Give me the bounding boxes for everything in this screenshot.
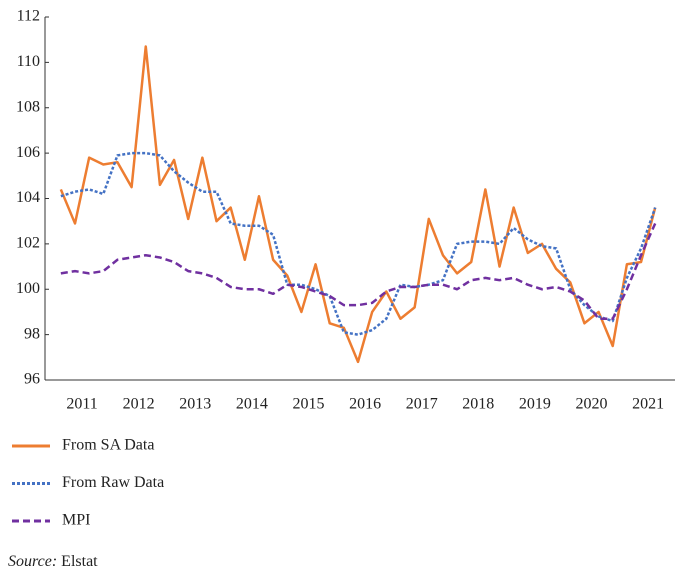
y-tick-label: 112 — [17, 8, 40, 25]
source-label: Source: — [8, 553, 57, 570]
series-line — [60, 151, 657, 336]
x-tick-label: 2017 — [406, 396, 438, 413]
x-tick-label: 2011 — [66, 396, 97, 413]
x-tick-label: 2021 — [632, 396, 664, 413]
y-tick-label: 104 — [16, 189, 40, 206]
y-tick-label: 100 — [16, 280, 40, 297]
x-tick-label: 2018 — [462, 396, 494, 413]
series-line — [60, 222, 657, 320]
x-tick-label: 2019 — [519, 396, 551, 413]
source-text: Elstat — [61, 553, 98, 570]
x-tick-label: 2020 — [576, 396, 608, 413]
legend-label: From Raw Data — [62, 474, 164, 491]
legend-label: MPI — [62, 512, 90, 529]
y-tick-label: 98 — [24, 325, 40, 342]
y-tick-label: 96 — [24, 371, 40, 388]
x-tick-label: 2016 — [349, 396, 381, 413]
y-tick-label: 106 — [16, 144, 40, 161]
x-tick-label: 2014 — [236, 396, 268, 413]
source: Source: Elstat — [8, 553, 98, 570]
y-tick-label: 108 — [16, 98, 40, 115]
series-line — [59, 45, 657, 364]
x-tick-label: 2013 — [179, 396, 211, 413]
y-tick-label: 102 — [16, 235, 40, 252]
x-tick-label: 2012 — [123, 396, 155, 413]
legend-label: From SA Data — [62, 437, 154, 454]
y-tick-label: 110 — [17, 53, 40, 70]
x-tick-label: 2015 — [292, 396, 324, 413]
